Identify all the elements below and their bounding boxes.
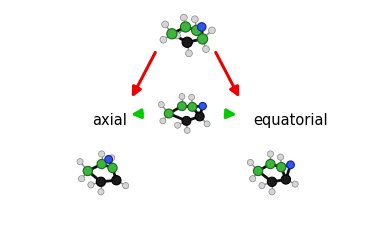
Circle shape bbox=[267, 151, 274, 157]
Circle shape bbox=[197, 23, 206, 31]
Circle shape bbox=[108, 163, 117, 173]
Circle shape bbox=[186, 50, 192, 57]
Circle shape bbox=[182, 37, 192, 47]
Circle shape bbox=[250, 176, 256, 182]
Circle shape bbox=[99, 151, 105, 157]
Circle shape bbox=[277, 154, 283, 160]
Circle shape bbox=[259, 183, 265, 189]
Circle shape bbox=[269, 189, 275, 195]
Circle shape bbox=[267, 177, 277, 186]
Circle shape bbox=[281, 175, 291, 184]
Text: equatorial: equatorial bbox=[253, 113, 328, 128]
Circle shape bbox=[78, 176, 85, 182]
Circle shape bbox=[122, 183, 129, 189]
Circle shape bbox=[160, 118, 166, 124]
Circle shape bbox=[277, 163, 286, 172]
Circle shape bbox=[158, 102, 164, 108]
Circle shape bbox=[180, 14, 187, 21]
Circle shape bbox=[197, 34, 208, 44]
Circle shape bbox=[204, 121, 210, 127]
Circle shape bbox=[167, 29, 177, 39]
Circle shape bbox=[191, 25, 202, 35]
Circle shape bbox=[96, 177, 106, 186]
Circle shape bbox=[88, 182, 94, 188]
Circle shape bbox=[97, 159, 106, 169]
Circle shape bbox=[112, 176, 121, 185]
Circle shape bbox=[179, 94, 185, 99]
Circle shape bbox=[164, 109, 173, 118]
Circle shape bbox=[266, 159, 275, 169]
Circle shape bbox=[254, 166, 263, 176]
Circle shape bbox=[105, 155, 113, 163]
Circle shape bbox=[199, 102, 206, 110]
Circle shape bbox=[202, 46, 209, 52]
Circle shape bbox=[191, 16, 198, 23]
Circle shape bbox=[174, 32, 180, 39]
Circle shape bbox=[109, 155, 115, 161]
Circle shape bbox=[189, 94, 194, 100]
Circle shape bbox=[162, 21, 169, 28]
Circle shape bbox=[184, 128, 190, 133]
Circle shape bbox=[178, 102, 186, 111]
Circle shape bbox=[292, 181, 298, 187]
Circle shape bbox=[195, 112, 204, 121]
Circle shape bbox=[175, 122, 180, 128]
Circle shape bbox=[182, 116, 191, 125]
Circle shape bbox=[180, 22, 191, 32]
Text: axial: axial bbox=[92, 113, 127, 128]
Circle shape bbox=[160, 36, 167, 43]
Circle shape bbox=[77, 159, 83, 165]
Circle shape bbox=[247, 159, 254, 165]
Circle shape bbox=[287, 161, 294, 169]
Circle shape bbox=[188, 102, 197, 111]
Circle shape bbox=[208, 27, 215, 34]
Circle shape bbox=[98, 189, 104, 195]
Circle shape bbox=[83, 166, 92, 176]
